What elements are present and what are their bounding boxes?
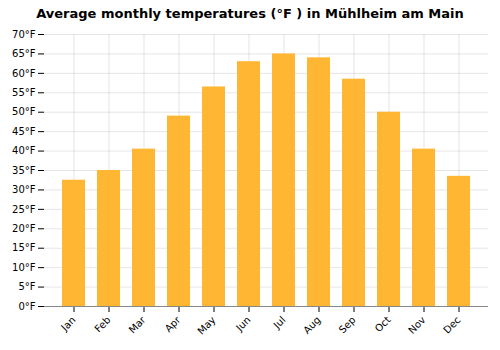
svg-text:Jul: Jul xyxy=(271,314,288,331)
svg-text:60°F: 60°F xyxy=(12,68,36,79)
svg-text:50°F: 50°F xyxy=(12,106,36,117)
svg-text:May: May xyxy=(195,314,217,336)
svg-text:25°F: 25°F xyxy=(12,204,36,215)
svg-text:Apr: Apr xyxy=(163,314,184,335)
svg-text:45°F: 45°F xyxy=(12,126,36,137)
svg-text:5°F: 5°F xyxy=(18,281,35,292)
svg-text:Aug: Aug xyxy=(301,314,323,336)
svg-text:Nov: Nov xyxy=(406,314,428,336)
svg-text:Jan: Jan xyxy=(58,314,77,333)
svg-text:20°F: 20°F xyxy=(12,223,36,234)
svg-text:Sep: Sep xyxy=(337,314,358,335)
svg-text:Jun: Jun xyxy=(233,314,253,334)
svg-text:Feb: Feb xyxy=(92,314,112,334)
svg-text:70°F: 70°F xyxy=(12,29,36,40)
svg-text:55°F: 55°F xyxy=(12,87,36,98)
svg-text:Mar: Mar xyxy=(127,314,149,336)
svg-text:Dec: Dec xyxy=(441,314,462,335)
svg-text:15°F: 15°F xyxy=(12,242,36,253)
svg-text:0°F: 0°F xyxy=(18,301,35,312)
svg-text:40°F: 40°F xyxy=(12,145,36,156)
svg-text:35°F: 35°F xyxy=(12,165,36,176)
svg-text:Oct: Oct xyxy=(373,314,393,334)
svg-text:65°F: 65°F xyxy=(12,48,36,59)
svg-text:10°F: 10°F xyxy=(12,262,36,273)
svg-text:30°F: 30°F xyxy=(12,184,36,195)
html-text:Average monthly temperatures (: Average monthly temperatures (°F ) in Mü… xyxy=(36,6,464,21)
